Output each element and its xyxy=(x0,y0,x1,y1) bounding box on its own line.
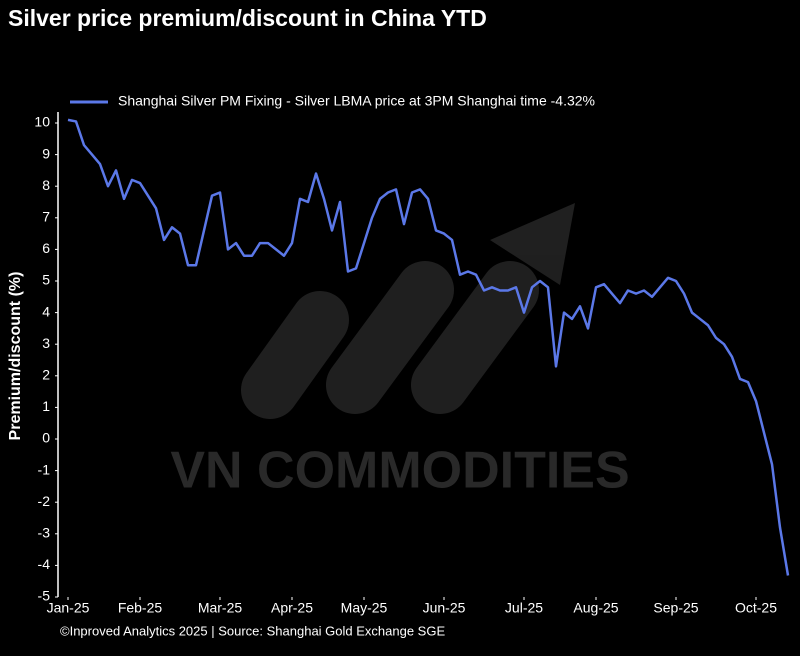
y-tick-label: 1 xyxy=(42,398,50,414)
y-tick-label: 8 xyxy=(42,177,50,193)
x-tick-label: Oct-25 xyxy=(735,600,777,616)
y-tick-label: 6 xyxy=(42,240,50,256)
x-tick-label: Aug-25 xyxy=(573,600,618,616)
data-line xyxy=(67,118,790,576)
y-tick-label: -3 xyxy=(38,525,51,541)
footer: ©Inproved Analytics 2025 | Source: Shang… xyxy=(60,623,445,638)
y-tick-label: -2 xyxy=(38,493,51,509)
x-tick-label: Mar-25 xyxy=(198,600,243,616)
y-tick-label: 10 xyxy=(34,114,50,130)
y-axis-label: Premium/discount (%) xyxy=(7,272,24,441)
chart-title: Silver price premium/discount in China Y… xyxy=(8,5,487,31)
y-tick-label: -1 xyxy=(38,461,51,477)
x-tick-label: Jan-25 xyxy=(47,600,90,616)
y-tick-label: 2 xyxy=(42,367,50,383)
x-tick-label: Jun-25 xyxy=(423,600,466,616)
y-tick-label: 3 xyxy=(42,335,50,351)
y-tick-label: 4 xyxy=(42,303,50,319)
watermark-text: VN COMMODITIES xyxy=(170,442,629,500)
x-tick-label: Apr-25 xyxy=(271,600,313,616)
y-tick-label: 5 xyxy=(42,272,50,288)
y-tick-label: 0 xyxy=(42,430,50,446)
y-tick-label: 7 xyxy=(42,209,50,225)
watermark-logo xyxy=(241,203,575,419)
y-tick-label: -4 xyxy=(38,556,51,572)
y-tick-label: 9 xyxy=(42,145,50,161)
legend-label: Shanghai Silver PM Fixing - Silver LBMA … xyxy=(118,93,595,109)
y-tick-label: -5 xyxy=(38,588,51,604)
x-tick-label: May-25 xyxy=(341,600,388,616)
logo-stroke xyxy=(326,261,454,414)
logo-arrow xyxy=(490,203,575,285)
x-tick-label: Feb-25 xyxy=(118,600,163,616)
logo-stroke xyxy=(411,261,539,414)
x-tick-label: Jul-25 xyxy=(505,600,543,616)
x-tick-label: Sep-25 xyxy=(653,600,698,616)
logo-stroke xyxy=(241,291,349,419)
